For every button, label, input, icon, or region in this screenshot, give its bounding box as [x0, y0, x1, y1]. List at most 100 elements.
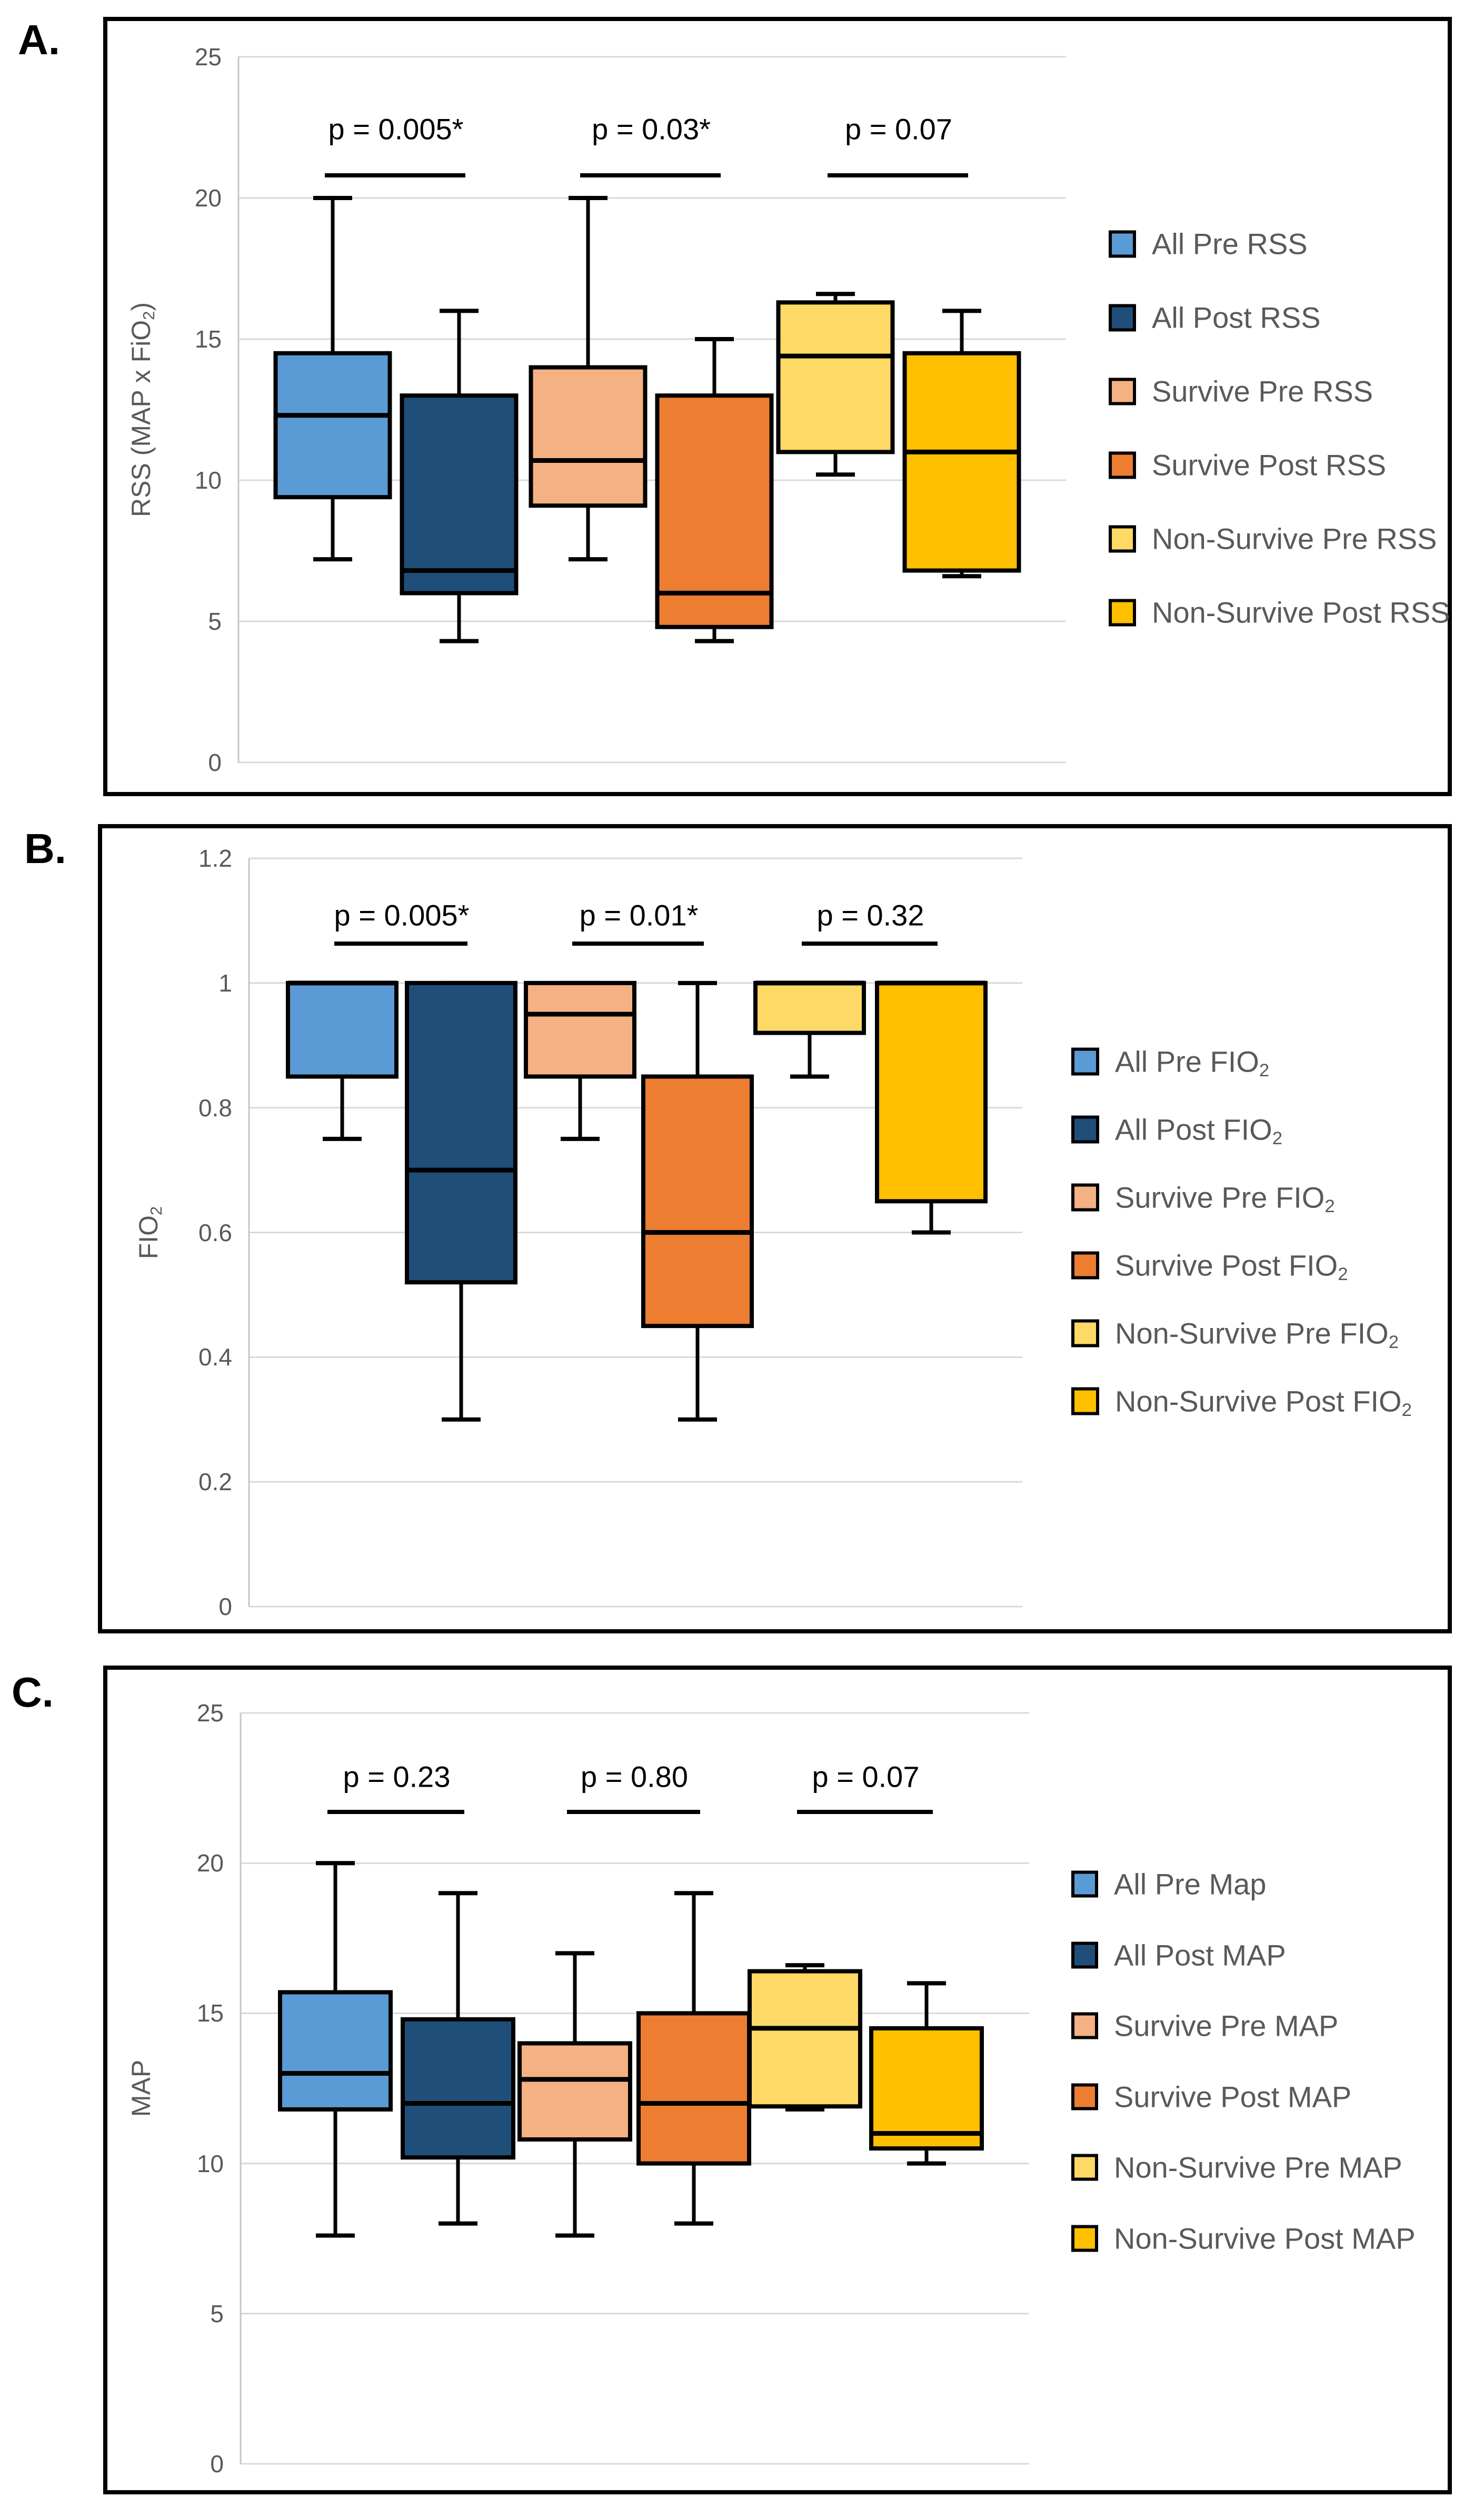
- box-Survive Post MAP: [636, 2011, 751, 2166]
- legend-item: Non-Survive Pre FIO2: [1071, 1316, 1399, 1353]
- subscript-2: 2: [1272, 1128, 1283, 1149]
- y-tick-label: 0.4: [198, 1343, 232, 1371]
- p-value-label: p = 0.23: [343, 1760, 451, 1793]
- legend-item: All Pre Map: [1071, 1867, 1266, 1901]
- box-All Post FIO₂: [405, 980, 517, 1285]
- legend-swatch-icon: [1109, 378, 1136, 405]
- legend-swatch-icon: [1071, 1870, 1098, 1898]
- y-tick-label: 0: [210, 2450, 224, 2478]
- legend-label: Survive Post FIO2: [1115, 1248, 1348, 1285]
- box-All Pre Map: [278, 1990, 393, 2112]
- y-axis-title: FIO2: [134, 1206, 165, 1259]
- legend-item: All Post MAP: [1071, 1938, 1286, 1972]
- y-tick-label: 20: [196, 1849, 224, 1877]
- p-value-label: p = 0.32: [816, 898, 924, 932]
- legend-item: Survive Post MAP: [1071, 2079, 1351, 2114]
- legend-item: All Pre FIO2: [1071, 1045, 1270, 1081]
- y-tick-label: 25: [194, 43, 222, 71]
- box-Survive Pre FIO₂: [524, 980, 636, 1079]
- legend-swatch-icon: [1071, 1115, 1099, 1144]
- legend-label: Survive Pre RSS: [1152, 374, 1373, 408]
- legend-label: Survive Post MAP: [1114, 2080, 1352, 2113]
- subscript-2: 2: [1259, 1061, 1270, 1081]
- legend-item: Survive Post FIO2: [1071, 1248, 1348, 1285]
- legend-swatch-icon: [1071, 2154, 1098, 2181]
- legend-label: Non-Survive Post FIO2: [1115, 1384, 1412, 1421]
- p-value-label: p = 0.80: [581, 1760, 688, 1793]
- y-tick-label: 15: [194, 325, 222, 353]
- legend-item: Non-Survive Post RSS: [1109, 596, 1450, 630]
- legend-item: All Post RSS: [1109, 301, 1321, 335]
- y-tick-label: 0: [218, 1593, 232, 1620]
- y-tick-label: 0.2: [198, 1468, 232, 1496]
- y-tick-label: 25: [196, 1699, 224, 1727]
- box-All Pre FIO₂: [286, 980, 399, 1079]
- legend-swatch-icon: [1071, 1251, 1099, 1280]
- legend-item: All Post FIO2: [1071, 1113, 1283, 1149]
- legend-item: Non-Survive Pre MAP: [1071, 2151, 1402, 2185]
- legend-label: Non-Survive Post RSS: [1152, 596, 1450, 629]
- box-All Post RSS: [400, 393, 519, 596]
- box-Non-Survive Pre RSS: [776, 300, 895, 454]
- legend-swatch-icon: [1071, 1387, 1099, 1415]
- legend-item: Survive Post RSS: [1109, 448, 1386, 482]
- panel-a-frame: [103, 17, 1452, 796]
- legend-swatch-icon: [1071, 2225, 1098, 2252]
- y-tick-label: 20: [194, 184, 222, 212]
- y-axis-title: MAP: [126, 2059, 156, 2117]
- legend-swatch-icon: [1109, 451, 1136, 479]
- legend-swatch-icon: [1109, 599, 1136, 626]
- y-tick-label: 10: [194, 467, 222, 494]
- legend-label: Non-Survive Pre RSS: [1152, 522, 1437, 556]
- subscript-2: 2: [1401, 1400, 1412, 1421]
- subscript-2: 2: [1338, 1264, 1348, 1285]
- legend-label: All Post RSS: [1152, 301, 1321, 334]
- y-tick-label: 1.2: [198, 845, 232, 872]
- legend-swatch-icon: [1071, 2012, 1098, 2039]
- legend-swatch-icon: [1109, 230, 1136, 257]
- box-Non-Survive Pre MAP: [748, 1969, 862, 2109]
- y-tick-label: 1: [218, 969, 232, 997]
- legend-label: All Pre FIO2: [1115, 1045, 1270, 1081]
- box-Survive Post FIO₂: [641, 1074, 754, 1329]
- legend-item: All Pre RSS: [1109, 227, 1308, 261]
- legend-label: All Pre Map: [1114, 1867, 1267, 1901]
- legend-item: Survive Pre RSS: [1109, 374, 1373, 409]
- legend-label: Non-Survive Pre FIO2: [1115, 1316, 1399, 1353]
- y-tick-label: 5: [208, 608, 222, 635]
- legend-label: All Pre RSS: [1152, 227, 1308, 261]
- legend-label: Survive Pre MAP: [1114, 2009, 1339, 2043]
- p-value-label: p = 0.07: [845, 112, 952, 146]
- legend-item: Survive Pre MAP: [1071, 2009, 1338, 2043]
- panel-b-frame: [98, 824, 1452, 1633]
- panel-c-letter: C.: [12, 1669, 54, 1716]
- legend-swatch-icon: [1109, 525, 1136, 552]
- box-All Post MAP: [401, 2017, 515, 2160]
- legend-label: Non-Survive Post MAP: [1114, 2222, 1416, 2255]
- legend-label: All Post FIO2: [1115, 1113, 1283, 1149]
- legend-swatch-icon: [1071, 1047, 1099, 1076]
- subscript-2: 2: [139, 311, 158, 320]
- box-Survive Pre MAP: [517, 2041, 632, 2142]
- y-tick-label: 15: [196, 1999, 224, 2027]
- legend-swatch-icon: [1071, 1941, 1098, 1968]
- y-tick-label: 0.8: [198, 1094, 232, 1122]
- subscript-2: 2: [146, 1206, 165, 1215]
- legend-swatch-icon: [1071, 2083, 1098, 2110]
- p-value-label: p = 0.07: [812, 1760, 920, 1793]
- box-Survive Pre RSS: [529, 365, 648, 508]
- subscript-2: 2: [1324, 1196, 1335, 1217]
- box-Non-Survive Post MAP: [869, 2026, 984, 2151]
- legend-swatch-icon: [1071, 1183, 1099, 1212]
- panel-a-letter: A.: [18, 16, 60, 63]
- panel-b-letter: B.: [24, 825, 66, 872]
- y-tick-label: 0: [208, 749, 222, 776]
- p-value-label: p = 0.005*: [334, 898, 470, 932]
- p-value-label: p = 0.01*: [579, 898, 699, 932]
- legend-label: All Post MAP: [1114, 1938, 1286, 1971]
- subscript-2: 2: [1388, 1332, 1399, 1353]
- box-Non-Survive Post RSS: [902, 351, 1021, 573]
- legend-swatch-icon: [1109, 304, 1136, 331]
